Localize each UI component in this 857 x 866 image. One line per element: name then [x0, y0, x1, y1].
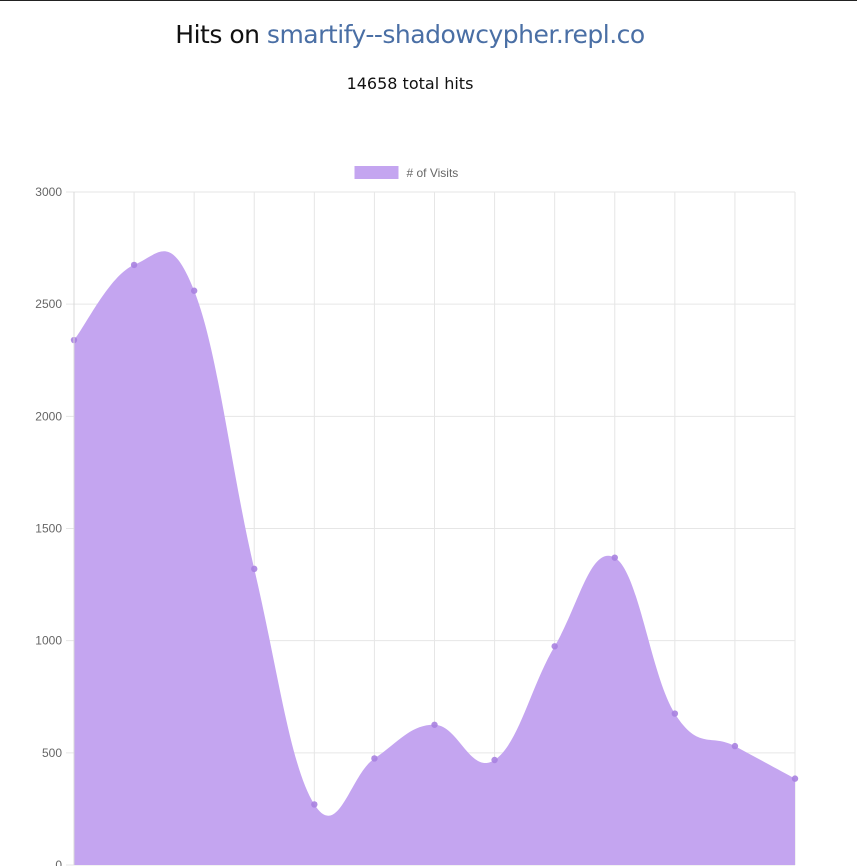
data-point: [731, 742, 739, 750]
y-tick-label: 2000: [35, 409, 62, 423]
top-rule: [0, 0, 857, 1]
legend-swatch: [354, 166, 399, 179]
data-point: [491, 756, 498, 764]
area-layer: [74, 251, 795, 866]
axis-layer: 3000 2500 2000 1500 1000 500 0: [35, 185, 75, 866]
data-point: [611, 554, 618, 561]
data-point: [130, 261, 138, 269]
total-hits: 14658 total hits: [346, 74, 474, 93]
data-point: [791, 775, 799, 782]
data-point: [311, 801, 318, 808]
title-prefix: Hits on: [175, 20, 260, 49]
legend[interactable]: # of Visits: [354, 166, 459, 180]
y-tick-label: 1000: [35, 634, 62, 648]
y-tick-label: 2500: [35, 297, 62, 311]
data-point: [371, 755, 378, 762]
y-tick-label: 0: [55, 858, 62, 866]
data-point: [551, 643, 558, 650]
series-area-visits: [74, 251, 795, 866]
data-point: [671, 710, 679, 717]
y-tick-label: 1500: [35, 522, 62, 536]
page-title: Hits on smartify--shadowcypher.repl.co: [0, 20, 820, 49]
data-point: [251, 565, 258, 573]
legend-label: # of Visits: [407, 166, 459, 180]
y-tick-label: 3000: [35, 185, 62, 199]
data-point: [431, 721, 438, 728]
site-link[interactable]: smartify--shadowcypher.repl.co: [266, 20, 645, 49]
data-point: [190, 287, 198, 294]
y-tick-label: 500: [42, 746, 62, 760]
